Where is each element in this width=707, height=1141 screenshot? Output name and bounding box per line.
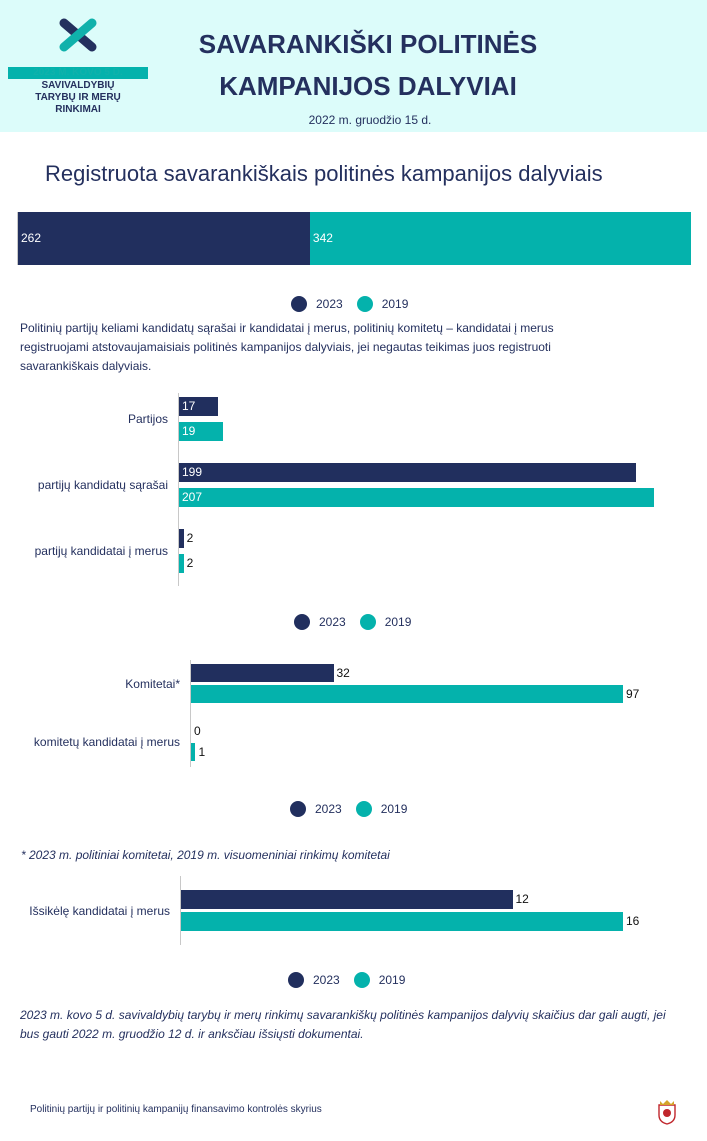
chart3-axis bbox=[190, 660, 191, 767]
value-label-2019: 97 bbox=[626, 687, 640, 701]
value-label-2019: 1 bbox=[198, 745, 206, 759]
value-label-2019: 2 bbox=[186, 556, 194, 570]
legend-2019-dot-icon bbox=[353, 972, 370, 988]
legend-3: 2023 2019 bbox=[290, 800, 421, 818]
bar-2023 bbox=[179, 463, 636, 482]
bar-2023 bbox=[181, 890, 513, 909]
committees-footnote: * 2023 m. politiniai komitetai, 2019 m. … bbox=[21, 848, 390, 862]
bar-2019 bbox=[179, 554, 184, 573]
label-total-2019: 342 bbox=[312, 231, 333, 245]
label-total-2023: 262 bbox=[21, 231, 42, 245]
header-banner bbox=[0, 0, 707, 132]
logo-text-1: SAVIVALDYBIŲ bbox=[41, 80, 115, 91]
category-label: partijų kandidatų sąrašai bbox=[37, 478, 168, 492]
legend-2023-dot-icon bbox=[290, 801, 306, 817]
logo-date: 2023 M. KOVO 5 D. bbox=[8, 67, 148, 79]
description-text: Politinių partijų keliami kandidatų sąra… bbox=[20, 321, 554, 373]
legend-2023-label: 2023 bbox=[313, 973, 340, 987]
section-title: Registruota savarankiškais politinės kam… bbox=[45, 161, 603, 186]
logo-text-2: TARYBŲ IR MERŲ bbox=[35, 92, 121, 103]
bar-2023 bbox=[179, 529, 184, 548]
value-label-2019: 16 bbox=[626, 914, 640, 928]
bar-2019 bbox=[191, 685, 623, 703]
legend-4: 2023 2019 bbox=[288, 971, 419, 989]
value-label-2019: 19 bbox=[182, 424, 196, 438]
legend-2019-label: 2019 bbox=[381, 297, 409, 311]
bar-2019 bbox=[181, 912, 623, 931]
bottom-note: 2023 m. kovo 5 d. savivaldybių tarybų ir… bbox=[20, 1008, 666, 1041]
legend-2019-label: 2019 bbox=[378, 973, 406, 987]
bar-total-2019 bbox=[309, 212, 691, 265]
bar-total-2023 bbox=[18, 212, 310, 265]
value-label-2023: 199 bbox=[182, 465, 203, 479]
legend-2: 2023 2019 bbox=[294, 613, 425, 631]
legend-2023-dot-icon bbox=[294, 614, 310, 630]
page-title-line2: KAMPANIJOS DALYVIAI bbox=[219, 71, 517, 101]
legend-1: 2023 2019 bbox=[291, 295, 422, 313]
legend-2023-dot-icon bbox=[288, 972, 304, 988]
page-title-line1: SAVARANKIŠKI POLITINĖS bbox=[198, 29, 538, 59]
value-label-2023: 2 bbox=[186, 531, 194, 545]
value-label-2023: 12 bbox=[515, 892, 529, 906]
legend-2023-label: 2023 bbox=[319, 615, 346, 629]
legend-2019-label: 2019 bbox=[384, 615, 412, 629]
chart4-axis bbox=[180, 876, 181, 945]
category-label: Komitetai* bbox=[125, 677, 180, 691]
chart1-axis bbox=[17, 212, 18, 265]
logo-text-3: RINKIMAI bbox=[55, 104, 101, 115]
category-label: Išsikėlę kandidatai į merus bbox=[29, 904, 170, 918]
bar-2023 bbox=[191, 664, 334, 682]
legend-2019-dot-icon bbox=[359, 614, 376, 630]
legend-2019-dot-icon bbox=[355, 801, 372, 817]
legend-2019-label: 2019 bbox=[380, 802, 408, 816]
legend-2019-dot-icon bbox=[356, 296, 373, 312]
category-label: partijų kandidatai į merus bbox=[34, 544, 168, 558]
bar-2019 bbox=[191, 743, 196, 761]
value-label-2023: 17 bbox=[182, 399, 196, 413]
chart2-axis bbox=[178, 393, 179, 586]
legend-2023-dot-icon bbox=[291, 296, 307, 312]
bar-2019 bbox=[179, 488, 654, 507]
legend-2023-label: 2023 bbox=[316, 297, 343, 311]
coat-of-arms-icon bbox=[658, 1100, 676, 1125]
header-date: 2022 m. gruodžio 15 d. bbox=[308, 113, 432, 127]
value-label-2023: 0 bbox=[194, 724, 201, 738]
category-label: Partijos bbox=[127, 412, 168, 426]
value-label-2023: 32 bbox=[336, 666, 350, 680]
bar-2019 bbox=[179, 422, 223, 441]
election-logo-icon bbox=[59, 18, 97, 52]
bar-2023 bbox=[179, 397, 218, 416]
legend-2023-label: 2023 bbox=[315, 802, 342, 816]
category-label: komitetų kandidatai į merus bbox=[33, 735, 180, 749]
footer-department: Politinių partijų ir politinių kampanijų… bbox=[30, 1104, 322, 1115]
value-label-2019: 207 bbox=[182, 490, 203, 504]
